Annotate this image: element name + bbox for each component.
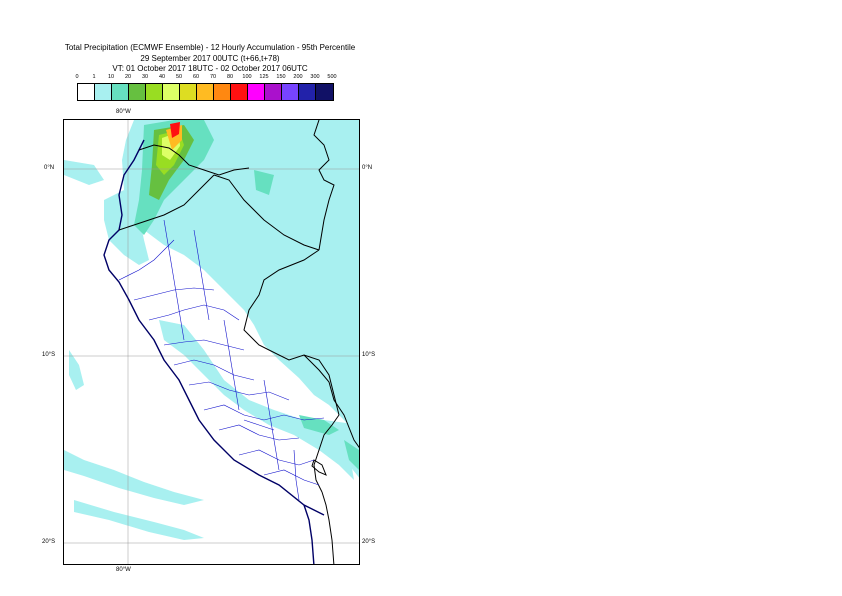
legend-labels: 0 1 10 20 30 40 50 60 70 80 100 125 150 200 300 500 bbox=[70, 74, 360, 84]
border-peru-brazil bbox=[243, 249, 340, 416]
precip-area-medium-3 bbox=[299, 415, 339, 435]
lat-label-0-left: 0°N bbox=[44, 165, 55, 171]
lat-label-10s-right: 10°S bbox=[362, 352, 376, 358]
admin-line-7 bbox=[203, 404, 325, 421]
legend-label: 125 bbox=[259, 74, 269, 80]
admin-line-16 bbox=[243, 419, 275, 431]
precip-area-ocean-band-1 bbox=[64, 450, 204, 505]
legend-label: 0 bbox=[75, 74, 79, 80]
lat-label-20s-left: 20°S bbox=[42, 539, 56, 545]
legend-label: 10 bbox=[107, 74, 115, 80]
lake-titicaca bbox=[311, 459, 327, 476]
legend-swatch bbox=[299, 84, 316, 100]
legend-label: 500 bbox=[327, 74, 337, 80]
legend-label: 150 bbox=[276, 74, 286, 80]
admin-line-15 bbox=[293, 449, 300, 501]
legend-label: 80 bbox=[226, 74, 234, 80]
legend-label: 300 bbox=[310, 74, 320, 80]
precip-area-ocean-spot bbox=[69, 350, 84, 390]
border-peru-chile bbox=[321, 491, 335, 564]
legend-swatch bbox=[316, 84, 333, 100]
coastline bbox=[103, 139, 325, 516]
admin-line-13 bbox=[223, 319, 240, 411]
precip-area-peak bbox=[170, 122, 180, 138]
legend-swatch bbox=[129, 84, 146, 100]
title-line-2: 29 September 2017 00UTC (t+66,t+78) bbox=[140, 53, 280, 63]
lat-label-0-right: 0°N bbox=[362, 165, 373, 171]
legend-swatch bbox=[265, 84, 282, 100]
legend-swatch bbox=[197, 84, 214, 100]
lat-label-10s-left: 10°S bbox=[42, 352, 56, 358]
border-colombia-ecuador bbox=[138, 144, 250, 176]
legend-swatch bbox=[78, 84, 95, 100]
precip-area-medium-2 bbox=[254, 170, 274, 195]
legend-swatch bbox=[214, 84, 231, 100]
admin-line-4 bbox=[163, 339, 245, 351]
admin-boundaries bbox=[118, 219, 325, 501]
admin-line-11 bbox=[163, 219, 185, 341]
country-borders bbox=[103, 120, 359, 564]
admin-line-14 bbox=[263, 379, 280, 471]
border-colombia-brazil bbox=[313, 120, 335, 251]
map-title: Total Precipitation (ECMWF Ensemble) - 1… bbox=[40, 43, 380, 75]
legend-swatch bbox=[146, 84, 163, 100]
legend-swatch bbox=[180, 84, 197, 100]
precip-area-medium-4 bbox=[344, 440, 359, 470]
legend-swatch bbox=[231, 84, 248, 100]
precip-area-amazon bbox=[122, 120, 359, 438]
precipitation-map bbox=[63, 119, 360, 565]
border-bolivia-brazil bbox=[303, 354, 359, 449]
admin-line-3 bbox=[148, 304, 240, 321]
coast-chile bbox=[303, 504, 315, 564]
legend-label: 30 bbox=[141, 74, 149, 80]
legend-label: 40 bbox=[158, 74, 166, 80]
legend-label: 70 bbox=[209, 74, 217, 80]
admin-line-6 bbox=[188, 381, 290, 401]
precip-area-andes bbox=[159, 320, 354, 480]
border-peru-colombia bbox=[213, 174, 320, 251]
legend-label: 200 bbox=[293, 74, 303, 80]
legend-label: 50 bbox=[175, 74, 183, 80]
border-ecuador-peru bbox=[118, 174, 215, 231]
admin-line-1 bbox=[118, 239, 175, 281]
legend-swatch bbox=[112, 84, 129, 100]
legend-label: 100 bbox=[242, 74, 252, 80]
admin-line-9 bbox=[238, 449, 315, 466]
admin-line-2 bbox=[133, 287, 215, 301]
lon-label-top: 80°W bbox=[116, 109, 131, 115]
lon-label-bottom: 80°W bbox=[116, 567, 131, 573]
admin-line-5 bbox=[173, 359, 255, 381]
admin-line-12 bbox=[193, 229, 210, 321]
title-line-1: Total Precipitation (ECMWF Ensemble) - 1… bbox=[64, 43, 356, 52]
precip-area-ocean-nw bbox=[64, 160, 104, 185]
legend-swatch bbox=[163, 84, 180, 100]
title-line-3: VT: 01 October 2017 18UTC - 02 October 2… bbox=[112, 64, 308, 73]
legend-bar bbox=[77, 83, 334, 101]
legend-label: 1 bbox=[92, 74, 96, 80]
legend-label: 20 bbox=[124, 74, 132, 80]
precip-area-east bbox=[324, 420, 359, 478]
legend-swatch bbox=[248, 84, 265, 100]
legend-label: 60 bbox=[192, 74, 200, 80]
lat-label-20s-right: 20°S bbox=[362, 539, 376, 545]
graticule bbox=[64, 120, 359, 564]
admin-line-8 bbox=[218, 424, 300, 441]
map-canvas bbox=[64, 120, 359, 564]
border-peru-bolivia bbox=[313, 414, 340, 493]
precip-area-ocean-band-2 bbox=[74, 500, 204, 540]
admin-line-10 bbox=[263, 469, 320, 486]
legend-swatch bbox=[282, 84, 299, 100]
legend-swatch bbox=[95, 84, 112, 100]
